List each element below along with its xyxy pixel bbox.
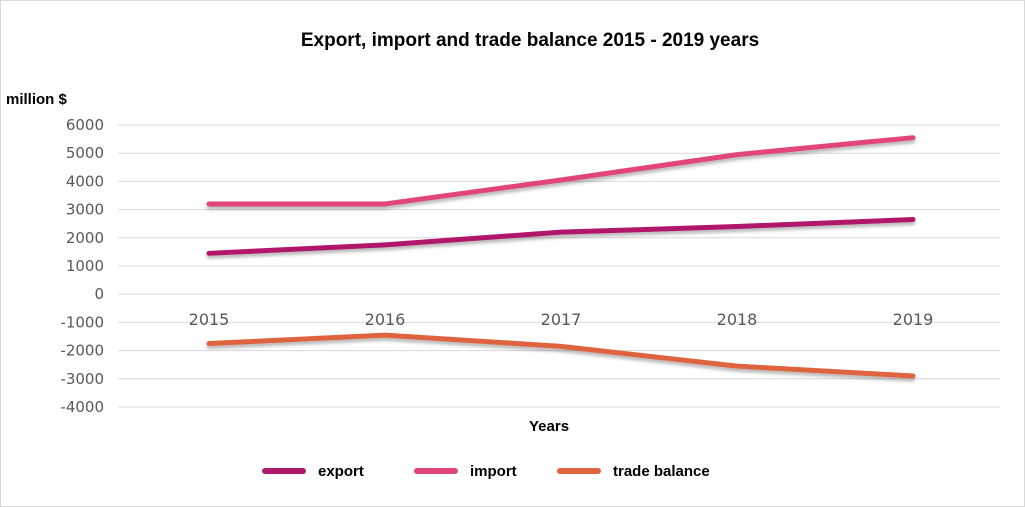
series-lines [206, 135, 916, 379]
legend-item-trade-balance: trade balance [557, 463, 710, 480]
y-tick-label: -1000 [60, 313, 104, 331]
y-tick-label: -2000 [60, 342, 104, 360]
y-axis-label: million $ [6, 91, 67, 108]
x-axis-label: Years [529, 418, 570, 435]
y-tick-label: 0 [94, 285, 104, 303]
y-tick-label: -4000 [60, 398, 104, 416]
y-tick-label: 2000 [66, 229, 104, 247]
series-line-export [206, 216, 916, 256]
x-tick-label: 2017 [541, 310, 582, 329]
y-tick-labels: 6000 5000 4000 3000 2000 1000 0 -1000 -2000 -3000… [60, 116, 104, 416]
legend-item-import: import [414, 463, 517, 480]
y-tick-label: 5000 [66, 144, 104, 162]
legend-label-import: import [470, 463, 517, 480]
x-tick-labels: 2015 2016 2017 2018 2019 [189, 310, 934, 329]
series-line-import [206, 135, 916, 207]
x-tick-label: 2019 [893, 310, 934, 329]
x-tick-label: 2018 [717, 310, 758, 329]
series-line-trade-balance [206, 332, 916, 379]
y-tick-label: -3000 [60, 370, 104, 388]
legend-swatch-trade-balance [557, 468, 601, 475]
y-tick-label: 1000 [66, 257, 104, 275]
legend-swatch-import [414, 468, 458, 475]
x-tick-label: 2015 [189, 310, 230, 329]
legend-swatch-export [262, 468, 306, 475]
legend-label-trade-balance: trade balance [613, 463, 710, 480]
x-tick-label: 2016 [365, 310, 406, 329]
y-tick-label: 4000 [66, 172, 104, 190]
legend-label-export: export [318, 463, 364, 480]
gridlines [118, 124, 1000, 408]
y-tick-label: 3000 [66, 201, 104, 219]
legend-item-export: export [262, 463, 364, 480]
chart-title: Export, import and trade balance 2015 - … [300, 30, 760, 51]
y-tick-label: 6000 [66, 116, 104, 134]
